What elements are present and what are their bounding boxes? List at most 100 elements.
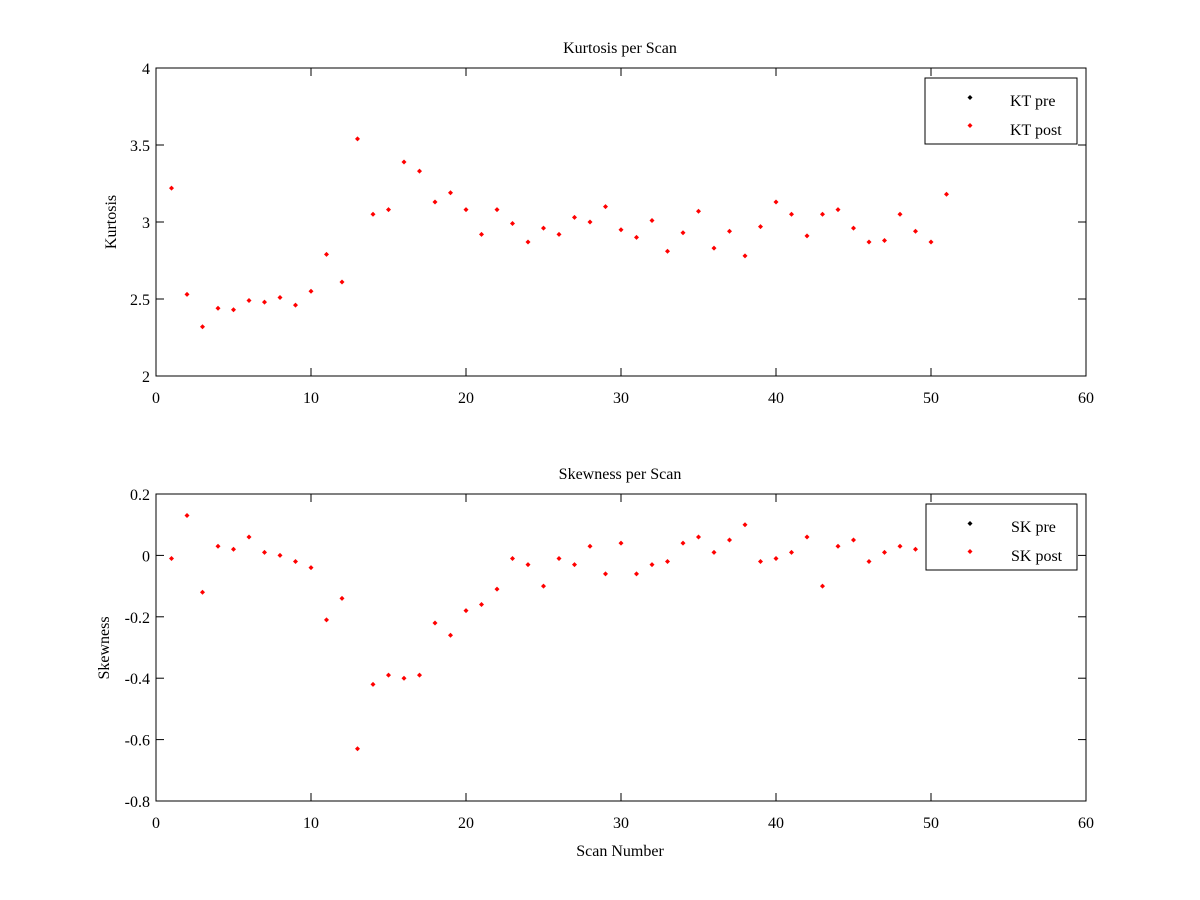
data-point bbox=[231, 546, 236, 552]
data-point bbox=[184, 291, 190, 297]
x-tick-label: 30 bbox=[613, 815, 629, 832]
data-point bbox=[401, 159, 407, 165]
data-point bbox=[494, 586, 500, 592]
data-point bbox=[541, 583, 546, 589]
data-point bbox=[556, 231, 562, 237]
x-tick-label: 20 bbox=[458, 815, 474, 832]
x-tick-label: 60 bbox=[1078, 390, 1094, 407]
y-tick-label: -0.4 bbox=[125, 671, 150, 688]
data-point bbox=[680, 230, 686, 236]
x-tick-label: 40 bbox=[768, 390, 784, 407]
data-point bbox=[866, 239, 872, 245]
data-point bbox=[339, 595, 345, 601]
data-point bbox=[649, 217, 655, 223]
kurtosis-plot: Kurtosis per Scan Kurtosis 0 10 20 30 40 50 60… bbox=[103, 40, 1094, 407]
data-point bbox=[479, 602, 484, 608]
data-point bbox=[370, 211, 376, 217]
legend-label-pre: KT pre bbox=[1010, 93, 1055, 110]
x-tick-label: 40 bbox=[768, 815, 784, 832]
data-point bbox=[231, 307, 236, 313]
x-tick-label: 50 bbox=[923, 390, 939, 407]
data-point bbox=[386, 207, 391, 213]
data-point bbox=[711, 549, 717, 555]
data-point bbox=[262, 549, 267, 555]
legend-marker-pre bbox=[967, 521, 973, 526]
data-point bbox=[169, 555, 174, 561]
data-point bbox=[758, 224, 763, 230]
data-point bbox=[556, 555, 562, 561]
data-point bbox=[587, 219, 593, 225]
y-tick-label: -0.8 bbox=[125, 794, 150, 811]
data-point bbox=[603, 571, 608, 577]
data-point bbox=[262, 299, 267, 305]
data-point bbox=[479, 231, 484, 237]
data-point bbox=[432, 620, 438, 626]
data-point bbox=[277, 552, 283, 558]
data-point bbox=[773, 555, 779, 561]
data-point bbox=[386, 672, 391, 678]
y-tick-label: 0.2 bbox=[130, 487, 150, 504]
axes: 0 10 20 30 40 50 60 2 2.5 3 3.5 4 bbox=[130, 61, 1094, 407]
data-points bbox=[169, 512, 918, 752]
data-point bbox=[525, 562, 531, 568]
legend-marker-post bbox=[967, 549, 973, 554]
data-point bbox=[618, 540, 624, 546]
data-point bbox=[820, 583, 825, 589]
data-point bbox=[851, 537, 856, 543]
x-tick-label: 0 bbox=[152, 815, 160, 832]
data-point bbox=[804, 233, 810, 239]
data-point bbox=[510, 555, 515, 561]
data-point bbox=[634, 571, 639, 577]
legend-marker-post bbox=[967, 123, 973, 128]
data-point bbox=[246, 534, 252, 540]
x-axis-label: Scan Number bbox=[576, 843, 664, 860]
data-point bbox=[339, 279, 345, 285]
data-point bbox=[742, 522, 748, 528]
data-point bbox=[355, 136, 360, 142]
legend-marker-pre bbox=[967, 95, 973, 100]
data-point bbox=[665, 559, 670, 565]
data-point bbox=[200, 589, 205, 595]
data-point bbox=[742, 253, 748, 259]
data-point bbox=[711, 245, 717, 251]
x-tick-label: 10 bbox=[303, 815, 319, 832]
data-point bbox=[866, 559, 872, 565]
y-tick-label: 0 bbox=[142, 548, 150, 565]
data-point bbox=[835, 207, 841, 213]
x-tick-label: 60 bbox=[1078, 815, 1094, 832]
data-point bbox=[277, 294, 283, 300]
data-point bbox=[944, 191, 949, 197]
legend-label-pre: SK pre bbox=[1011, 519, 1056, 536]
data-point bbox=[355, 746, 360, 752]
legend-label-post: KT post bbox=[1010, 122, 1062, 139]
y-tick-label: 3.5 bbox=[130, 138, 150, 155]
chart-title: Skewness per Scan bbox=[559, 466, 682, 483]
legend-label-post: SK post bbox=[1011, 548, 1063, 565]
data-point bbox=[293, 302, 298, 308]
data-point bbox=[169, 185, 174, 191]
y-tick-label: -0.6 bbox=[125, 733, 150, 750]
data-point bbox=[634, 234, 639, 240]
y-axis-label: Kurtosis bbox=[103, 195, 120, 249]
data-point bbox=[401, 675, 407, 681]
data-point bbox=[587, 543, 593, 549]
data-point bbox=[184, 512, 190, 518]
data-point bbox=[308, 565, 314, 571]
data-point bbox=[463, 207, 469, 213]
y-axis-label: Skewness bbox=[96, 616, 113, 679]
data-point bbox=[603, 204, 608, 210]
x-tick-label: 20 bbox=[458, 390, 474, 407]
data-point bbox=[417, 168, 422, 174]
data-point bbox=[246, 298, 252, 304]
data-point bbox=[928, 239, 934, 245]
data-point bbox=[665, 248, 670, 254]
legend: SK pre SK post bbox=[925, 503, 1078, 571]
x-tick-label: 0 bbox=[152, 390, 160, 407]
data-point bbox=[494, 207, 500, 213]
data-point bbox=[293, 559, 298, 565]
data-point bbox=[882, 237, 887, 243]
data-point bbox=[324, 617, 329, 623]
data-point bbox=[572, 562, 577, 568]
data-point bbox=[727, 537, 732, 543]
y-tick-label: 4 bbox=[142, 61, 150, 78]
